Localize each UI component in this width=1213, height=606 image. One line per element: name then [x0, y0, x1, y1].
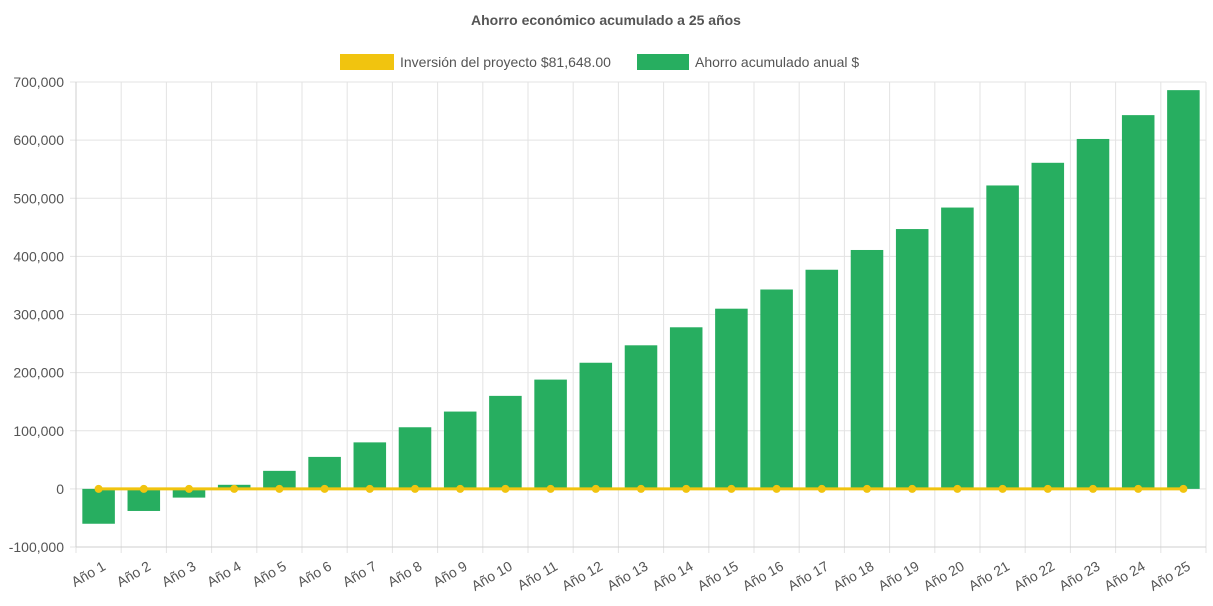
x-tick-label: Año 12 — [559, 558, 606, 594]
x-tick-label: Año 4 — [204, 558, 244, 590]
x-tick-label: Año 15 — [694, 558, 741, 594]
x-tick-label: Año 1 — [68, 558, 108, 590]
bar-7[interactable] — [353, 442, 387, 489]
investment-point-22[interactable] — [1043, 484, 1052, 493]
investment-point-18[interactable] — [863, 484, 871, 493]
bar-3[interactable] — [172, 488, 206, 498]
bar-25[interactable] — [1167, 90, 1200, 489]
investment-point-25[interactable] — [1179, 484, 1188, 493]
investment-point-20[interactable] — [953, 484, 962, 493]
y-tick-label: 400,000 — [13, 248, 64, 264]
bar-13[interactable] — [624, 345, 658, 489]
investment-point-16[interactable] — [772, 484, 781, 493]
y-tick-label: 0 — [56, 481, 64, 497]
investment-point-15[interactable] — [727, 484, 736, 493]
investment-point-12[interactable] — [591, 484, 600, 493]
investment-point-9[interactable] — [456, 484, 465, 493]
investment-point-5[interactable] — [275, 484, 284, 493]
y-tick-label: 600,000 — [13, 132, 64, 148]
bar-19[interactable] — [895, 229, 929, 489]
y-tick-label: 500,000 — [13, 190, 64, 206]
legend-label-investment[interactable]: Inversión del proyecto $81,648.00 — [400, 54, 611, 70]
bar-12[interactable] — [579, 362, 613, 489]
bar-1[interactable] — [82, 488, 115, 524]
investment-point-3[interactable] — [185, 484, 193, 493]
legend: Inversión del proyecto $81,648.00 Ahorro… — [340, 54, 859, 70]
investment-point-19[interactable] — [908, 484, 917, 493]
x-tick-label: Año 17 — [785, 558, 832, 594]
x-tick-label: Año 19 — [875, 558, 922, 594]
bar-2[interactable] — [127, 488, 161, 511]
investment-point-2[interactable] — [139, 484, 148, 493]
bar-5[interactable] — [263, 470, 296, 489]
x-tick-label: Año 3 — [159, 558, 199, 590]
x-tick-label: Año 6 — [294, 558, 334, 590]
investment-point-14[interactable] — [682, 484, 691, 493]
y-axis-ticks: -100,000 0 100,000 200,000 300,000 400,000 500… — [9, 74, 64, 555]
bar-8[interactable] — [398, 427, 432, 489]
x-tick-label: Año 18 — [830, 558, 877, 594]
line-series — [94, 484, 1188, 493]
bar-10[interactable] — [489, 395, 522, 489]
x-tick-label: Año 20 — [920, 558, 967, 594]
x-tick-label: Año 8 — [385, 558, 425, 590]
x-tick-label: Año 14 — [649, 558, 696, 594]
investment-point-17[interactable] — [817, 484, 826, 493]
y-tick-label: 200,000 — [13, 365, 64, 381]
grid-layer — [70, 81, 1207, 553]
investment-point-13[interactable] — [637, 484, 645, 493]
x-tick-label: Año 5 — [249, 558, 289, 590]
bar-9[interactable] — [443, 411, 477, 489]
bar-14[interactable] — [669, 327, 703, 489]
bar-11[interactable] — [534, 379, 567, 489]
investment-point-11[interactable] — [546, 484, 555, 493]
x-tick-label: Año 11 — [515, 558, 561, 594]
legend-swatch-savings[interactable] — [637, 54, 689, 70]
investment-point-10[interactable] — [501, 484, 510, 493]
investment-point-24[interactable] — [1134, 484, 1143, 493]
x-tick-label: Año 24 — [1101, 558, 1148, 594]
legend-label-savings[interactable]: Ahorro acumulado anual $ — [695, 54, 859, 70]
investment-point-1[interactable] — [94, 484, 103, 493]
bar-24[interactable] — [1121, 115, 1155, 489]
investment-point-4[interactable] — [230, 484, 239, 493]
x-tick-label: Año 7 — [340, 558, 380, 590]
x-tick-label: Año 2 — [114, 558, 154, 590]
y-tick-label: 300,000 — [13, 307, 64, 323]
bar-18[interactable] — [850, 249, 884, 489]
investment-point-6[interactable] — [320, 484, 329, 493]
x-tick-label: Año 9 — [430, 558, 470, 590]
x-tick-label: Año 22 — [1011, 558, 1058, 594]
x-tick-label: Año 16 — [740, 558, 787, 594]
bar-23[interactable] — [1076, 138, 1110, 489]
bar-15[interactable] — [715, 308, 748, 489]
bar-6[interactable] — [308, 456, 341, 489]
investment-point-21[interactable] — [998, 484, 1007, 493]
y-tick-label: 100,000 — [13, 423, 64, 439]
investment-point-8[interactable] — [411, 484, 419, 493]
x-tick-label: Año 13 — [604, 558, 651, 594]
y-tick-label: 700,000 — [13, 74, 64, 90]
investment-point-23[interactable] — [1089, 484, 1097, 493]
x-tick-label: Año 23 — [1056, 558, 1103, 594]
bar-17[interactable] — [805, 269, 839, 489]
bar-16[interactable] — [760, 289, 793, 489]
bar-20[interactable] — [941, 207, 974, 489]
x-tick-label: Año 25 — [1146, 558, 1193, 594]
bar-series — [82, 90, 1200, 524]
x-tick-label: Año 21 — [966, 558, 1013, 594]
investment-point-7[interactable] — [365, 484, 374, 493]
chart-title: Ahorro económico acumulado a 25 años — [471, 12, 741, 28]
bar-21[interactable] — [986, 185, 1019, 489]
x-tick-label: Año 10 — [468, 558, 515, 594]
bar-22[interactable] — [1031, 162, 1065, 489]
legend-swatch-investment[interactable] — [340, 54, 394, 70]
x-axis-ticks: Año 1 Año 2 Año 3 Año 4 Año 5 Año 6 Año 7 Año 8… — [68, 558, 1193, 594]
y-tick-label: -100,000 — [9, 539, 64, 555]
